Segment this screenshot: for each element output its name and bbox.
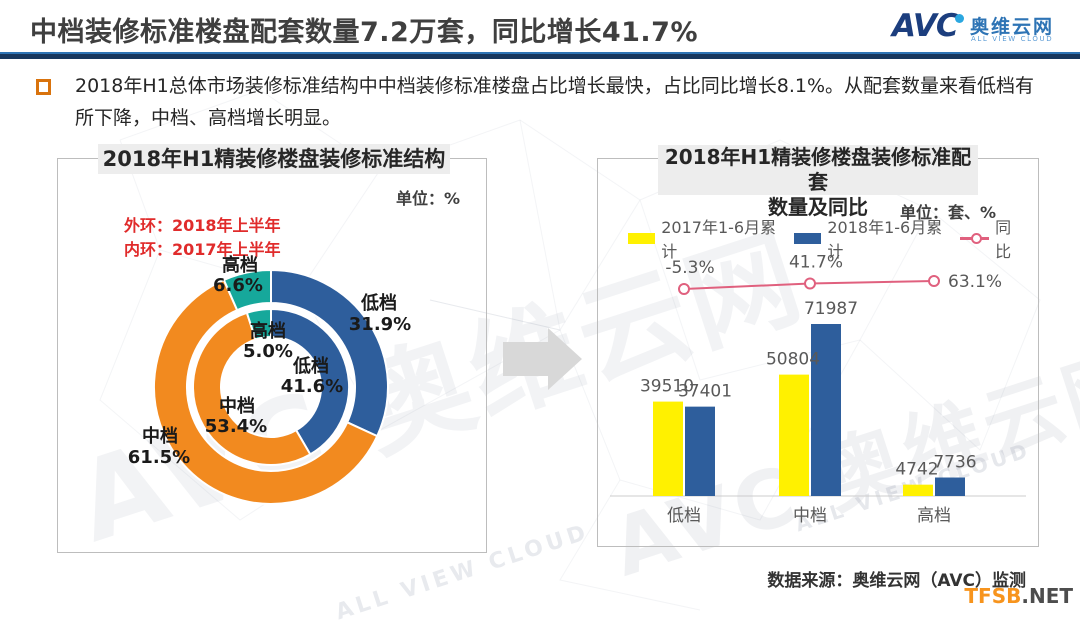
header: 中档装修标准楼盘配套数量7.2万套，同比增长41.7% AVC 奥维云网 ALL… — [0, 0, 1080, 52]
donut-segment-inner-中档 — [192, 311, 312, 466]
bar-2018-高档 — [935, 477, 965, 496]
bar-value-2017: 50804 — [766, 350, 820, 370]
bar-chart-title: 2018年H1精装修楼盘装修标准配套 数量及同比 — [658, 145, 978, 219]
yoy-marker-高档 — [928, 274, 940, 287]
yoy-value-label: 63.1% — [948, 272, 1002, 292]
tfsb-watermark: TFSB.NET — [964, 584, 1073, 608]
page-title: 中档装修标准楼盘配套数量7.2万套，同比增长41.7% — [30, 17, 698, 48]
bar-2018-中档 — [811, 324, 841, 496]
bar-value-2018: 71987 — [804, 299, 858, 319]
donut-segment-value: 61.5% — [128, 447, 190, 468]
bar-unit-label: 单位：套、% — [899, 203, 996, 222]
legend-swatch-2018 — [794, 232, 822, 244]
donut-segment-inner-低档 — [270, 307, 350, 456]
divider-dark-line — [0, 54, 1080, 59]
legend-item-yoy: 同比 — [960, 214, 1024, 262]
bar-2017-高档 — [903, 484, 933, 496]
bar-chart-title-line1: 2018年H1精装修楼盘装修标准配套 — [664, 145, 972, 194]
category-label: 低档 — [667, 506, 701, 526]
right-arrow-icon — [503, 328, 582, 390]
category-label: 高档 — [917, 506, 951, 526]
donut-segment-value: 5.0% — [243, 341, 293, 362]
header-divider — [0, 52, 1080, 59]
donut-unit-label: 单位：% — [395, 189, 460, 208]
donut-segment-value: 31.9% — [349, 314, 411, 335]
donut-segment-name: 高档 — [250, 320, 286, 342]
bar-value-2018: 37401 — [678, 382, 732, 402]
inner-ring-legend: 内环：2017年上半年 — [124, 240, 281, 259]
divider-light-line — [0, 52, 1080, 54]
donut-segment-outer-中档 — [153, 278, 379, 505]
bar-value-2018: 7736 — [933, 453, 976, 473]
bar-2017-低档 — [653, 401, 683, 496]
donut-segment-value: 41.6% — [281, 376, 343, 397]
avc-logo-cn: 奥维云网 — [970, 16, 1055, 38]
bullet-square-icon — [36, 79, 51, 95]
legend-swatch-2017 — [628, 232, 656, 244]
bar-2017-中档 — [779, 374, 809, 496]
donut-segment-value: 53.4% — [205, 416, 267, 437]
bar-chart-legend: 2017年1-6月累计 2018年1-6月累计 同比 — [628, 218, 1038, 261]
legend-circle-marker-icon — [971, 232, 983, 244]
donut-chart-panel: 2018年H1精装修楼盘装修标准结构 单位：% 外环：2018年上半年 内环：2… — [57, 144, 487, 553]
donut-segment-value: 6.6% — [213, 275, 263, 296]
avc-logo-dot-icon — [955, 14, 964, 23]
bar-chart-title-line2: 数量及同比 — [768, 195, 868, 219]
yoy-value-label: -5.3% — [665, 258, 714, 278]
summary-text: 2018年H1总体市场装修标准结构中中档装修标准楼盘占比增长最快，占比同比增长8… — [75, 75, 1035, 129]
legend-item-2018: 2018年1-6月累计 — [794, 214, 946, 262]
tfsb-watermark-suffix: .NET — [1021, 584, 1073, 608]
bar-value-2017: 4742 — [895, 460, 938, 480]
donut-chart-title: 2018年H1精装修楼盘装修标准结构 — [98, 144, 450, 174]
legend-label-2017: 2017年1-6月累计 — [661, 218, 777, 261]
donut-segment-name: 低档 — [292, 355, 329, 377]
avc-logo-en: ALL VIEW CLOUD — [971, 35, 1054, 43]
yoy-marker-中档 — [804, 277, 816, 290]
donut-segment-name: 高档 — [222, 254, 258, 276]
legend-label-2018: 2018年1-6月累计 — [827, 218, 943, 261]
donut-segment-inner-高档 — [245, 307, 272, 341]
donut-segment-name: 中档 — [219, 395, 255, 417]
legend-item-2017: 2017年1-6月累计 — [628, 214, 780, 262]
category-label: 中档 — [793, 506, 827, 526]
yoy-value-label: 41.7% — [789, 253, 843, 273]
donut-segment-outer-高档 — [222, 268, 272, 312]
bar-2018-低档 — [685, 406, 715, 496]
donut-segment-name: 低档 — [360, 292, 397, 314]
yoy-marker-低档 — [678, 283, 690, 295]
donut-segment-name: 中档 — [142, 425, 178, 447]
data-source-note: 数据来源：奥维云网（AVC）监测 — [767, 571, 1026, 591]
summary-block: 2018年H1总体市场装修标准结构中中档装修标准楼盘占比增长最快，占比同比增长8… — [30, 70, 1050, 134]
legend-label-yoy: 同比 — [995, 218, 1012, 261]
avc-logo: AVC 奥维云网 ALL VIEW CLOUD — [892, 6, 1062, 50]
legend-line-marker-icon — [960, 232, 990, 244]
bar-value-2017: 39510 — [640, 377, 694, 397]
avc-logo-text: AVC — [892, 8, 959, 44]
outer-ring-legend: 外环：2018年上半年 — [124, 216, 281, 235]
tfsb-watermark-brand: TFSB — [964, 584, 1022, 608]
bar-chart-panel: 2018年H1精装修楼盘装修标准配套 数量及同比 单位：套、% 2017年1-6… — [597, 145, 1039, 547]
